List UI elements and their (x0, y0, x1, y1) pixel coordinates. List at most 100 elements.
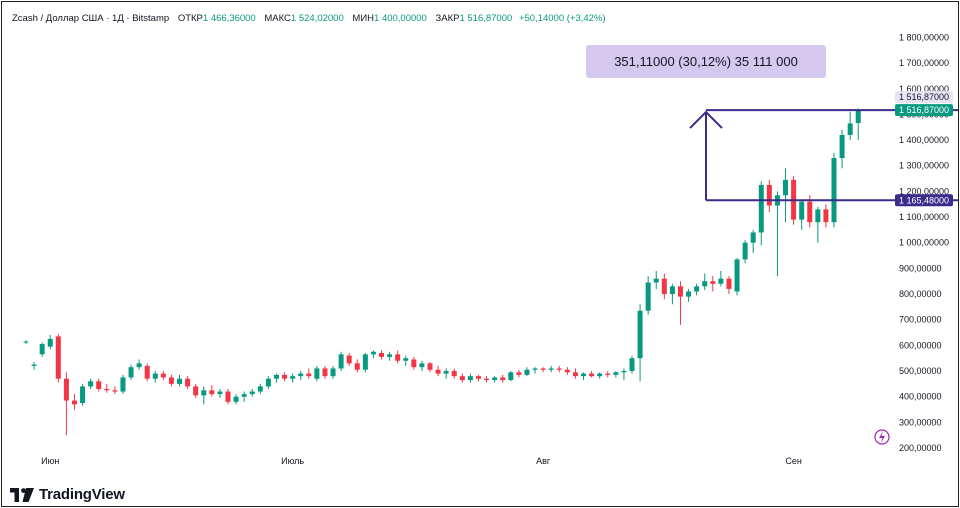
candle[interactable] (669, 283, 675, 305)
candle[interactable] (516, 369, 522, 378)
candle[interactable] (96, 378, 102, 392)
candle[interactable] (799, 199, 805, 230)
candle[interactable] (839, 129, 845, 169)
candle[interactable] (298, 371, 304, 381)
candle[interactable] (23, 340, 29, 345)
candle[interactable] (475, 374, 481, 382)
candle[interactable] (419, 360, 425, 372)
candle[interactable] (467, 373, 473, 383)
candle[interactable] (306, 368, 312, 379)
candle[interactable] (589, 371, 595, 378)
candle[interactable] (403, 355, 409, 366)
candle[interactable] (379, 350, 385, 360)
candle[interactable] (742, 240, 748, 264)
candle[interactable] (160, 371, 166, 381)
candle[interactable] (354, 359, 360, 373)
candle[interactable] (435, 365, 441, 377)
candle[interactable] (492, 376, 498, 383)
candle[interactable] (31, 362, 37, 370)
candle[interactable] (718, 270, 724, 287)
candle[interactable] (395, 350, 401, 364)
candle[interactable] (233, 394, 239, 405)
candle[interactable] (136, 359, 142, 370)
candle[interactable] (88, 378, 94, 389)
candle[interactable] (241, 391, 247, 402)
candle[interactable] (831, 152, 837, 228)
candle[interactable] (548, 365, 554, 373)
candle[interactable] (273, 373, 279, 383)
candle[interactable] (427, 362, 433, 373)
candle[interactable] (653, 270, 659, 289)
candle[interactable] (80, 383, 86, 406)
candle[interactable] (370, 350, 376, 359)
candle[interactable] (144, 363, 150, 382)
candle[interactable] (581, 372, 587, 381)
candle[interactable] (71, 394, 77, 410)
candle[interactable] (556, 365, 562, 373)
candle[interactable] (185, 376, 191, 389)
candle[interactable] (710, 276, 716, 292)
candle[interactable] (605, 371, 611, 378)
candle[interactable] (47, 335, 53, 350)
candle[interactable] (104, 383, 110, 393)
candle[interactable] (750, 229, 756, 253)
candle[interactable] (362, 353, 368, 373)
candle[interactable] (177, 374, 183, 387)
candle[interactable] (201, 386, 207, 405)
candle[interactable] (443, 368, 449, 379)
candle[interactable] (677, 281, 683, 325)
candle[interactable] (265, 376, 271, 389)
candle[interactable] (257, 383, 263, 395)
candle[interactable] (540, 367, 546, 373)
candle[interactable] (855, 108, 861, 141)
candle[interactable] (282, 372, 288, 382)
symbol-title[interactable]: Zcash / Доллар США · 1Д · Bitstamp (12, 13, 170, 24)
tradingview-logo[interactable]: TradingView (10, 486, 125, 503)
candle[interactable] (249, 388, 255, 397)
candle[interactable] (572, 368, 578, 379)
candle[interactable] (152, 371, 158, 383)
candle[interactable] (758, 181, 764, 246)
candle[interactable] (694, 283, 700, 296)
candle[interactable] (120, 374, 126, 395)
candle[interactable] (168, 374, 174, 387)
candle[interactable] (387, 351, 393, 361)
candle[interactable] (459, 373, 465, 383)
candle[interactable] (815, 206, 821, 243)
candle[interactable] (766, 179, 772, 212)
flash-icon[interactable] (874, 429, 890, 445)
candle[interactable] (39, 342, 45, 357)
candle[interactable] (645, 276, 651, 315)
candle[interactable] (637, 304, 643, 382)
candle[interactable] (702, 273, 708, 291)
candle[interactable] (346, 353, 352, 366)
candle[interactable] (112, 386, 118, 395)
candle[interactable] (686, 288, 692, 302)
candle[interactable] (322, 365, 328, 379)
candle[interactable] (193, 383, 199, 398)
candle[interactable] (847, 111, 853, 141)
candle[interactable] (597, 372, 603, 379)
candle[interactable] (774, 191, 780, 277)
candle[interactable] (564, 367, 570, 375)
candle[interactable] (508, 371, 514, 382)
candle[interactable] (823, 204, 829, 228)
candle[interactable] (661, 273, 667, 300)
candle[interactable] (290, 373, 296, 383)
candle[interactable] (621, 368, 627, 381)
candle[interactable] (783, 168, 789, 223)
candle[interactable] (613, 371, 619, 378)
candle[interactable] (217, 388, 223, 398)
candle[interactable] (500, 374, 506, 383)
candle[interactable] (330, 365, 336, 379)
candle[interactable] (532, 367, 538, 374)
candle[interactable] (55, 333, 61, 383)
candle[interactable] (128, 364, 134, 381)
candle[interactable] (63, 372, 69, 436)
candle[interactable] (726, 276, 732, 295)
candle[interactable] (338, 351, 344, 372)
candle[interactable] (225, 388, 231, 405)
candle[interactable] (451, 368, 457, 379)
candle[interactable] (209, 385, 215, 397)
